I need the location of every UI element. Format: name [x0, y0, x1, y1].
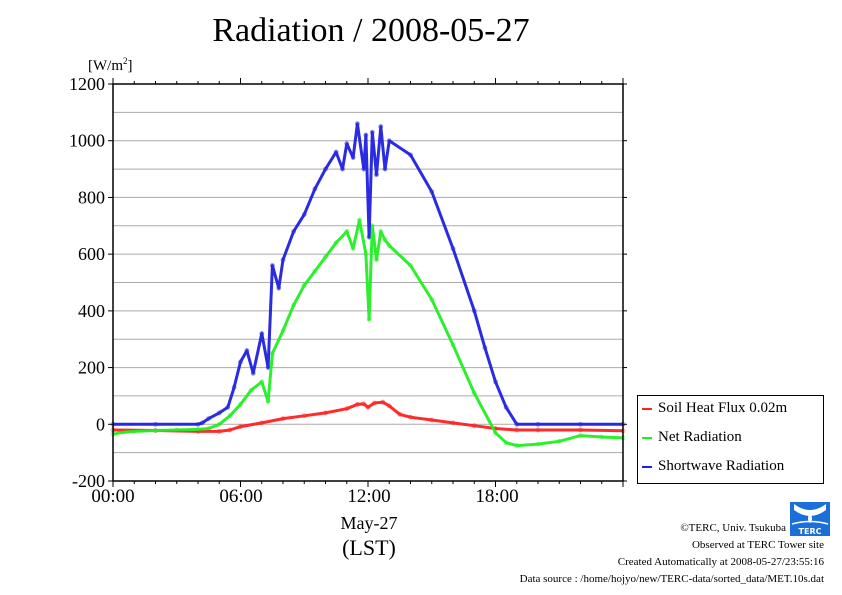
- y-tick-label: -200: [72, 471, 105, 491]
- legend-label: Shortwave Radiation: [658, 458, 785, 474]
- y-tick-label: 200: [78, 358, 105, 378]
- y-axis-unit-label: [W/m2]: [88, 56, 133, 75]
- footer-created: Created Automatically at 2008-05-27/23:5…: [617, 556, 824, 568]
- y-tick-labels: -200 0 200 400 600 800 1000 1200: [69, 74, 105, 491]
- y-tick-label: 600: [78, 244, 105, 264]
- legend-swatch-net-radiation: [642, 436, 652, 439]
- y-tick-label: 400: [78, 301, 105, 321]
- x-tick-label-0000: 00:00: [91, 486, 135, 507]
- series-line-net-radiation: [112, 218, 624, 448]
- x-tick-label-1800: 18:00: [475, 486, 519, 507]
- unit-superscript: 2: [123, 56, 128, 66]
- x-tick-label-0600: 06:00: [219, 486, 263, 507]
- unit-close: ]: [127, 58, 133, 74]
- footer-copyright: ©TERC, Univ. Tsukuba: [680, 522, 786, 534]
- legend-label: Net Radiation: [658, 429, 742, 445]
- axis-ticks: [108, 78, 627, 487]
- y-tick-label: 0: [96, 414, 105, 434]
- legend-swatch-shortwave-radiation: [642, 465, 652, 468]
- series-line-shortwave-radiation: [113, 122, 623, 426]
- footer-observed: Observed at TERC Tower site: [691, 539, 824, 551]
- series-lines: [112, 122, 624, 448]
- unit-text: [W/m: [88, 58, 123, 74]
- legend-label: Soil Heat Flux 0.02m: [658, 400, 788, 416]
- y-tick-label: 1200: [69, 74, 105, 94]
- legend-item-net-radiation: Net Radiation: [642, 429, 742, 446]
- legend-item-shortwave-radiation: Shortwave Radiation: [642, 458, 784, 475]
- chart-title: Radiation / 2008-05-27: [212, 12, 530, 49]
- x-axis-date-label: May-27: [340, 513, 398, 533]
- footer-data-source: Data source : /home/hojyo/new/TERC-data/…: [519, 573, 824, 585]
- legend-swatch-soil-heat-flux: [642, 407, 652, 410]
- series-line-soil-heat-flux-0-02m: [112, 400, 624, 433]
- x-axis-timezone-label: (LST): [342, 535, 396, 560]
- y-tick-label: 1000: [69, 131, 105, 151]
- x-tick-label-1200: 12:00: [347, 486, 391, 507]
- legend: Soil Heat Flux 0.02m Net Radiation Short…: [637, 395, 824, 484]
- terc-logo-icon: TERC: [790, 502, 830, 536]
- svg-text:TERC: TERC: [799, 527, 822, 536]
- legend-item-soil-heat-flux: Soil Heat Flux 0.02m: [642, 400, 787, 417]
- y-tick-label: 800: [78, 187, 105, 207]
